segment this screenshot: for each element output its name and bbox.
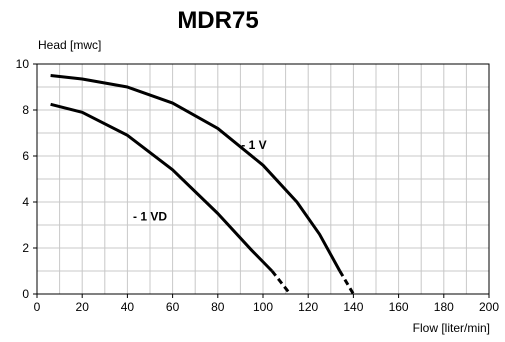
x-tick-label: 160 [389,300,409,314]
x-tick-label: 180 [434,300,454,314]
x-tick-label: 40 [121,300,135,314]
y-tick-label: 10 [16,57,30,71]
y-axis-ticks: 0 2 4 6 8 10 [16,57,37,301]
x-tick-label: 100 [253,300,273,314]
series-line-0 [50,74,342,272]
series-line-dashed-0 [338,270,355,295]
x-axis-label: Flow [liter/min] [413,321,490,335]
y-tick-label: 4 [22,195,29,209]
series-line-dashed-1 [270,270,292,295]
x-axis-ticks: 0 20 40 60 80 100 120 140 160 180 200 [34,294,499,314]
y-tick-label: 0 [22,287,29,301]
series-layer [50,74,355,295]
series-line-1 [50,102,274,273]
y-tick-label: 6 [22,149,29,163]
x-tick-label: 200 [479,300,499,314]
y-tick-label: 8 [22,103,29,117]
y-tick-label: 2 [22,241,29,255]
x-tick-label: 120 [298,300,318,314]
chart-title: MDR75 [177,7,258,34]
x-tick-label: 140 [343,300,363,314]
x-tick-label: 20 [76,300,90,314]
series-labels: - 1 V - 1 VD [133,138,267,223]
x-tick-label: 80 [211,300,225,314]
grid-lines [37,64,489,294]
x-tick-label: 60 [166,300,180,314]
y-axis-label: Head [mwc] [38,38,101,52]
series-label-1: - 1 VD [133,209,167,223]
x-tick-label: 0 [34,300,41,314]
series-label-0: - 1 V [241,138,266,152]
